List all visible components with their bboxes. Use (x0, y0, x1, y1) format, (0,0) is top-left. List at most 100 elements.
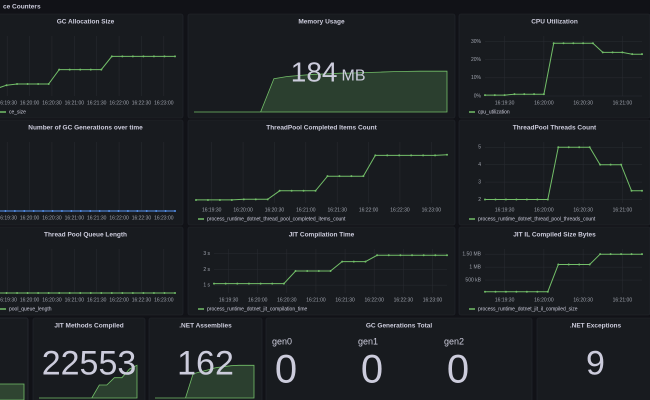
point (47, 292, 50, 294)
x-tick-label: 16:21:30 (335, 297, 355, 303)
panel-title: JIT IL Compiled Size Bytes (513, 232, 596, 239)
point (155, 210, 158, 212)
point (557, 263, 560, 266)
point (47, 83, 50, 85)
point (4, 210, 7, 212)
stat-value: 22553 (42, 344, 137, 382)
panel (0, 119, 184, 226)
point (494, 290, 497, 293)
point (494, 198, 497, 201)
x-tick-label: 16:21:00 (296, 207, 316, 213)
point (195, 198, 197, 201)
point (350, 175, 353, 178)
point (484, 94, 486, 97)
x-tick-label: 16:20:00 (534, 207, 554, 213)
point (37, 83, 40, 85)
point (89, 210, 92, 212)
y-tick-label: 20% (471, 57, 482, 63)
point (599, 163, 602, 166)
point (58, 68, 61, 71)
panel (0, 13, 184, 119)
point (411, 254, 414, 257)
point (174, 292, 176, 294)
x-tick-label: 16:22:30 (132, 215, 152, 221)
point (620, 163, 623, 166)
x-tick-label: 16:19:30 (495, 100, 515, 106)
point (152, 55, 155, 58)
point (523, 93, 526, 96)
y-tick-label: 10% (471, 75, 482, 81)
panel-title: Number of GC Generations over time (28, 125, 143, 132)
point (484, 198, 486, 201)
point (282, 282, 285, 285)
x-tick-label: 16:20:30 (573, 207, 593, 213)
point (110, 55, 113, 58)
point (60, 210, 63, 212)
x-tick-label: 16:22:30 (394, 297, 414, 303)
panel (148, 317, 263, 400)
y-tick-label: 2 (478, 197, 481, 203)
x-tick-label: 16:19:30 (495, 297, 515, 303)
point (434, 254, 437, 257)
x-tick-label: 16:22:00 (359, 207, 379, 213)
point (5, 84, 8, 87)
point (142, 55, 145, 58)
x-tick-label: 16:22:00 (109, 100, 129, 106)
point (374, 154, 377, 157)
point (513, 93, 516, 96)
panel (265, 317, 533, 400)
point (641, 189, 643, 192)
point (611, 51, 614, 54)
panel (32, 317, 146, 400)
point (376, 254, 379, 257)
x-tick-label: 16:21:00 (65, 100, 85, 106)
point (314, 189, 317, 192)
series-line (485, 146, 642, 200)
series-line (0, 55, 175, 88)
x-tick-label: 16:21:00 (613, 100, 633, 106)
point (16, 83, 19, 85)
x-tick-label: 16:20:00 (20, 215, 40, 221)
panel-title: ThreadPool Threads Count (513, 125, 597, 132)
point (68, 68, 71, 71)
x-tick-label: 16:22:30 (390, 207, 410, 213)
point (503, 94, 506, 97)
legend-label: cpu_utilization (478, 109, 510, 115)
point (387, 254, 390, 257)
x-tick-label: 16:21:00 (306, 297, 326, 303)
panel-title: CPU Utilization (531, 19, 578, 26)
point (362, 175, 365, 178)
point (174, 55, 176, 58)
point (567, 263, 570, 266)
x-tick-label: 16:21:00 (613, 207, 633, 213)
point (422, 254, 425, 257)
point (329, 270, 332, 272)
stat-label: gen2 (444, 336, 464, 346)
sparkline (155, 364, 255, 399)
point (98, 210, 101, 212)
point (213, 282, 215, 285)
point (68, 292, 71, 294)
panel-title: GC Generations Total (366, 323, 433, 330)
y-tick-label: 0% (474, 93, 482, 99)
point (26, 83, 29, 85)
point (434, 154, 437, 157)
clipped-sparkline (0, 383, 25, 400)
stat-value: 0 (275, 348, 297, 392)
point (152, 292, 155, 294)
point (338, 175, 341, 178)
point (131, 55, 134, 58)
x-tick-label: 16:19:30 (0, 297, 17, 303)
x-tick-label: 16:21:00 (613, 297, 633, 303)
panel (458, 13, 650, 119)
point (386, 154, 389, 157)
point (100, 292, 103, 294)
point (26, 292, 29, 294)
stat-value: 162 (177, 344, 234, 382)
point (588, 146, 591, 149)
point (206, 198, 209, 201)
stat-label: gen0 (272, 336, 292, 346)
point (302, 189, 305, 192)
point (536, 290, 539, 293)
x-tick-label: 16:21:00 (65, 297, 85, 303)
